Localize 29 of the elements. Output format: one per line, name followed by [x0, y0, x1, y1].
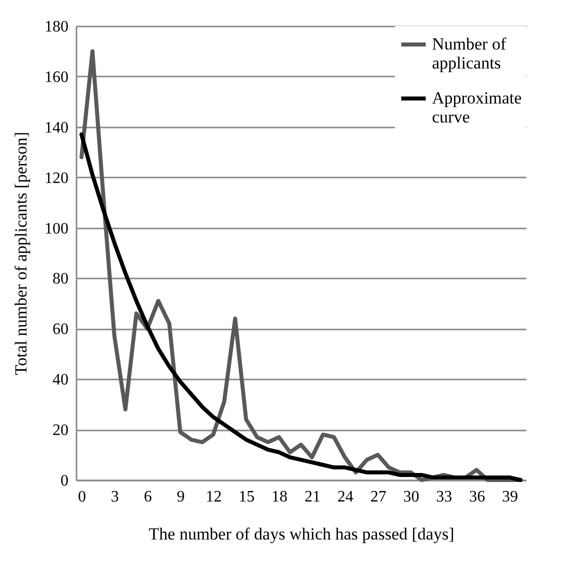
x-tick-label: 15: [238, 488, 255, 506]
y-tick-label: 180: [44, 18, 68, 36]
x-tick-label: 18: [272, 488, 288, 506]
x-tick-label: 12: [206, 488, 222, 506]
x-tick-label: 6: [144, 488, 152, 506]
x-tick-label: 0: [78, 488, 86, 506]
y-tick-label: 100: [44, 220, 68, 238]
x-tick-label: 33: [436, 488, 452, 506]
y-tick-label: 160: [44, 68, 68, 86]
x-tick-label: 24: [337, 488, 354, 506]
y-tick-label: 80: [52, 270, 68, 288]
y-tick-label: 20: [52, 422, 68, 440]
x-tick-label: 30: [403, 488, 420, 506]
x-tick-label: 39: [502, 488, 518, 506]
y-tick-label: 120: [44, 170, 68, 187]
y-tick-label: 140: [44, 119, 68, 136]
x-tick-label: 21: [304, 488, 320, 506]
x-tick-label: 36: [469, 488, 486, 506]
line-series: [79, 132, 523, 482]
x-tick-label: 9: [176, 488, 185, 506]
y-tick-label: 60: [52, 321, 68, 338]
x-tick-label: 3: [110, 488, 119, 506]
y-axis-title: Total number of applicants [person]: [12, 132, 30, 376]
legend-label: Approximate curve: [432, 88, 522, 126]
x-axis-title: The number of days which has passed [days]: [148, 524, 454, 544]
y-tick-label: 40: [52, 372, 68, 389]
x-tick-label: 27: [370, 488, 386, 506]
y-tick-label: 0: [60, 472, 68, 490]
legend-label: Number of applicants: [432, 34, 506, 72]
